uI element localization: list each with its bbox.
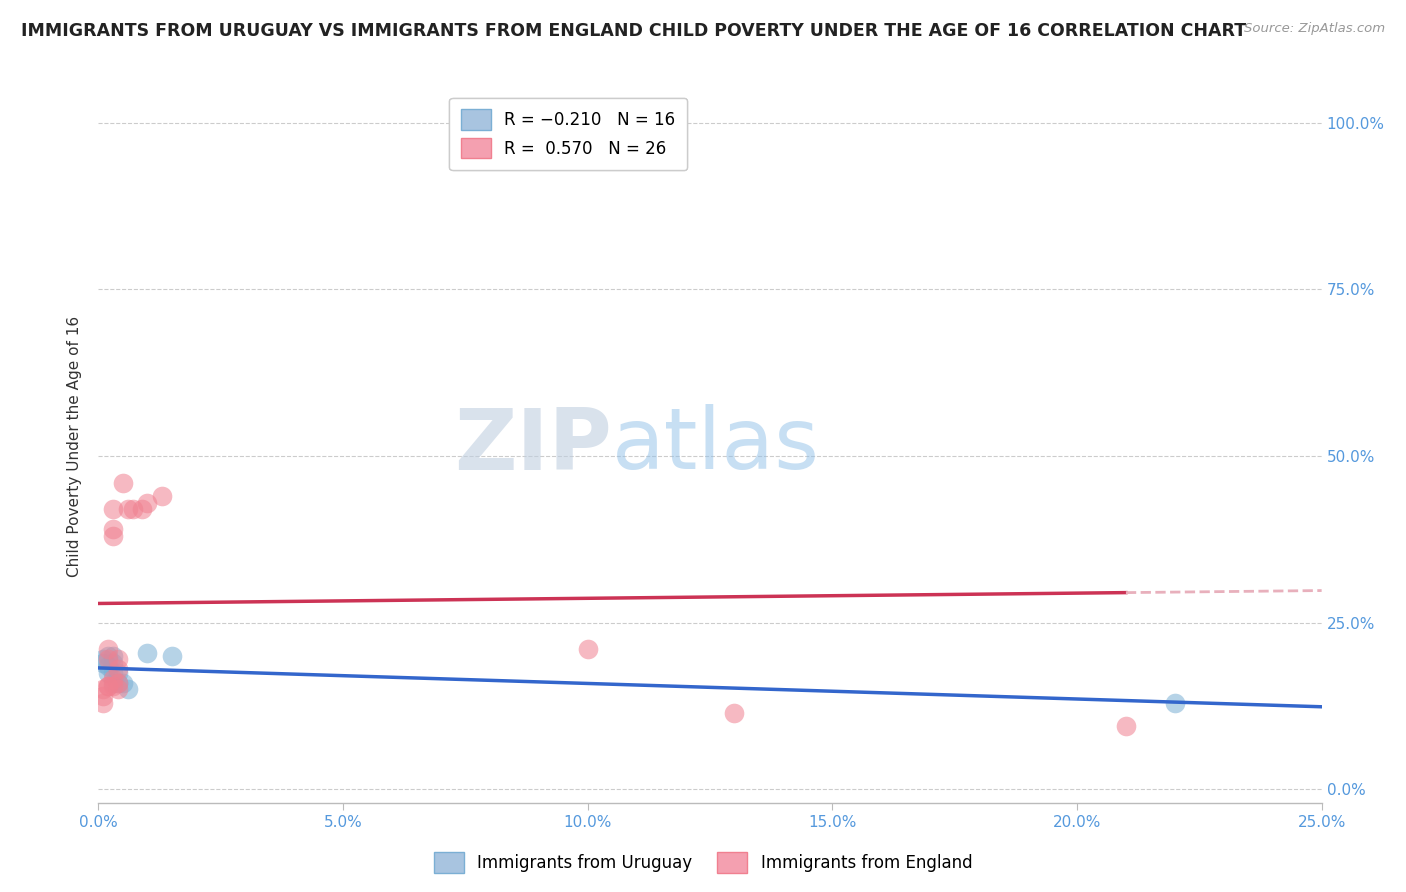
Point: [131, 502, 153, 516]
Point: [150, 489, 173, 503]
Text: IMMIGRANTS FROM URUGUAY VS IMMIGRANTS FROM ENGLAND CHILD POVERTY UNDER THE AGE O: IMMIGRANTS FROM URUGUAY VS IMMIGRANTS FR…: [21, 22, 1246, 40]
Point: [101, 649, 124, 664]
Point: [723, 706, 745, 720]
Point: [107, 675, 129, 690]
Point: [107, 682, 129, 697]
Point: [91, 682, 114, 697]
Text: atlas: atlas: [612, 404, 820, 488]
Point: [576, 642, 599, 657]
Legend: Immigrants from Uruguay, Immigrants from England: Immigrants from Uruguay, Immigrants from…: [427, 846, 979, 880]
Point: [97, 665, 120, 680]
Point: [107, 662, 129, 676]
Point: [91, 652, 114, 666]
Point: [107, 675, 129, 690]
Point: [97, 679, 120, 693]
Point: [1164, 696, 1187, 710]
Y-axis label: Child Poverty Under the Age of 16: Child Poverty Under the Age of 16: [67, 316, 83, 576]
Point: [91, 689, 114, 703]
Text: Source: ZipAtlas.com: Source: ZipAtlas.com: [1244, 22, 1385, 36]
Point: [121, 502, 143, 516]
Point: [97, 679, 120, 693]
Point: [97, 649, 120, 664]
Text: ZIP: ZIP: [454, 404, 612, 488]
Point: [107, 652, 129, 666]
Point: [117, 502, 139, 516]
Point: [91, 656, 114, 670]
Point: [111, 475, 134, 490]
Point: [160, 649, 183, 664]
Point: [101, 673, 124, 687]
Point: [117, 682, 139, 697]
Point: [101, 502, 124, 516]
Point: [101, 675, 124, 690]
Point: [97, 642, 120, 657]
Point: [576, 142, 599, 156]
Point: [97, 652, 120, 666]
Point: [101, 656, 124, 670]
Point: [91, 696, 114, 710]
Point: [136, 646, 159, 660]
Point: [101, 679, 124, 693]
Legend: R = −0.210   N = 16, R =  0.570   N = 26: R = −0.210 N = 16, R = 0.570 N = 26: [450, 97, 688, 169]
Point: [101, 522, 124, 536]
Point: [136, 496, 159, 510]
Point: [111, 675, 134, 690]
Point: [101, 665, 124, 680]
Point: [101, 529, 124, 543]
Point: [97, 659, 120, 673]
Point: [107, 665, 129, 680]
Point: [1115, 719, 1137, 733]
